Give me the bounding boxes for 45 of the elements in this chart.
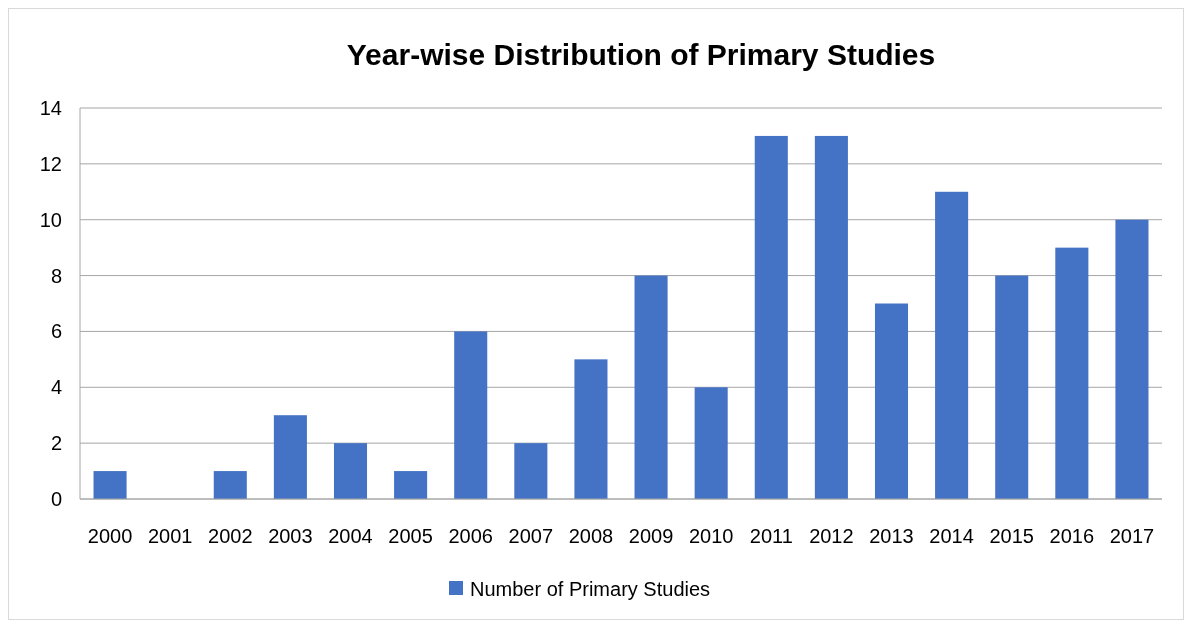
x-tick-label: 2005 — [388, 525, 433, 547]
x-tick-label: 2002 — [208, 525, 253, 547]
x-tick-label: 2016 — [1049, 525, 1095, 547]
x-tick-label: 2013 — [869, 525, 914, 547]
y-tick-label: 0 — [50, 488, 62, 510]
legend-label: Number of Primary Studies — [470, 578, 711, 600]
x-tick-label: 2000 — [87, 525, 133, 547]
chart-title: Year-wise Distribution of Primary Studies — [346, 38, 936, 71]
bar — [995, 275, 1029, 499]
bar — [634, 275, 668, 499]
x-tick-label: 2017 — [1109, 525, 1155, 547]
bar — [574, 359, 608, 499]
x-tick-label: 2009 — [628, 525, 674, 547]
x-tick-label: 2011 — [749, 525, 793, 547]
bar — [514, 443, 548, 499]
bar — [1115, 219, 1149, 499]
x-tick-label: 2014 — [929, 525, 974, 547]
bar — [874, 303, 909, 499]
x-tick-label: 2015 — [989, 525, 1034, 547]
y-tick-label: 14 — [39, 97, 62, 119]
bar — [1055, 247, 1089, 499]
y-tick-label: 4 — [50, 376, 62, 399]
bar — [454, 331, 488, 499]
bar — [935, 191, 969, 499]
x-tick-label: 2003 — [268, 525, 313, 547]
bar — [333, 443, 368, 499]
x-tick-label: 2007 — [508, 525, 554, 547]
x-tick-label: 2006 — [448, 525, 493, 547]
x-tick-label: 2004 — [328, 525, 373, 547]
bar — [754, 135, 788, 499]
bar — [814, 135, 848, 499]
bar — [273, 415, 307, 499]
bar — [694, 387, 728, 499]
y-tick-label: 10 — [39, 208, 62, 231]
x-tick-label: 2001 — [147, 525, 193, 547]
x-tick-label: 2008 — [568, 525, 614, 547]
bar — [213, 471, 247, 499]
y-tick-label: 6 — [50, 320, 62, 343]
x-tick-label: 2010 — [688, 525, 734, 547]
bar — [394, 471, 428, 499]
x-tick-label: 2012 — [809, 525, 854, 547]
bar — [93, 471, 127, 499]
y-tick-label: 8 — [50, 264, 62, 287]
y-tick-label: 12 — [39, 152, 62, 175]
y-tick-label: 2 — [50, 432, 62, 455]
